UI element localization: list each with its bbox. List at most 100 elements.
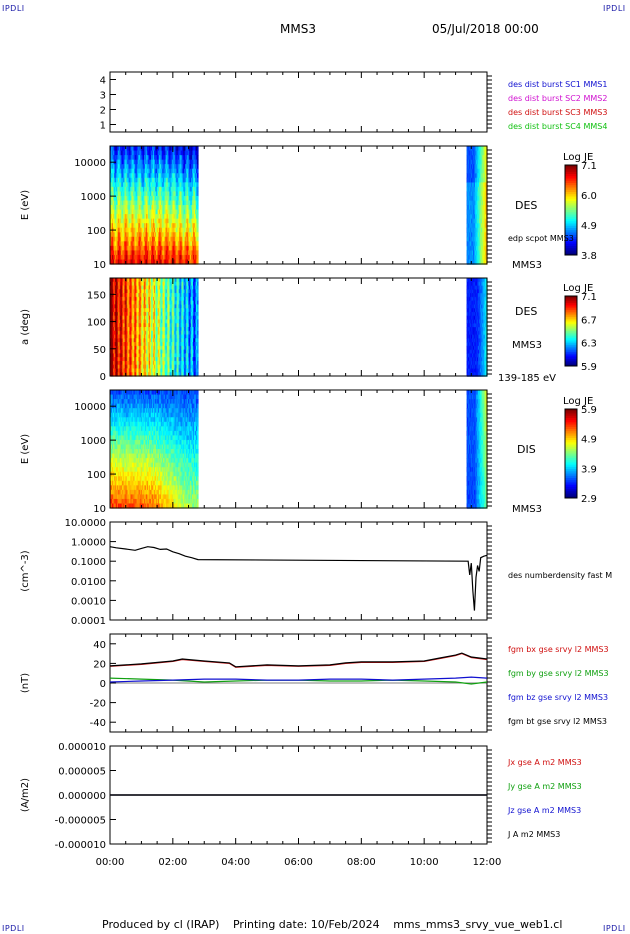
heatmap-cell [169,245,172,251]
heatmap-cell [118,232,121,238]
heatmap-cell [159,186,162,192]
heatmap-cell [172,186,175,192]
heatmap-cell [171,173,174,179]
heatmap-cell [153,250,156,256]
heatmap-cell [167,232,170,238]
heatmap-cell [119,191,122,197]
heatmap-cell [175,195,178,202]
heatmap-cell [173,218,176,224]
heatmap-cell [111,236,114,242]
heatmap-cell [127,173,130,179]
heatmap-cell [134,195,137,202]
heatmap-cell [142,177,144,183]
heatmap-cell [114,214,117,220]
heatmap-cell [129,205,132,211]
heatmap-cell [122,173,125,179]
heatmap-cell [133,159,136,165]
heatmap-cell [114,205,117,211]
heatmap-cell [116,236,119,242]
heatmap-cell [176,205,179,211]
heatmap-cell [132,191,135,197]
heatmap-cell [138,236,140,242]
heatmap-cell [134,200,137,206]
y-axis-label-1: E (eV) [20,190,31,220]
heatmap-cell [152,245,154,251]
heatmap-cell [121,186,124,192]
heatmap-cell [169,236,172,242]
heatmap-cell [137,164,139,170]
heatmap-cell [148,150,150,156]
heatmap-cell [119,236,122,242]
heatmap-cell [150,232,152,238]
heatmap-cell [137,259,139,265]
heatmap-cell [174,182,177,188]
heatmap-cell [165,254,168,261]
heatmap-cell [169,259,172,265]
heatmap-cell [115,168,118,174]
heatmap-cell [140,209,142,215]
heatmap-cell [168,218,171,224]
heatmap-cell [123,168,126,174]
heatmap-cell [176,245,179,251]
heatmap-cell [154,159,157,165]
heatmap-cell [121,259,124,265]
heatmap-cell [196,241,199,247]
heatmap-cell [133,195,136,202]
heatmap-cell [122,164,125,170]
heatmap-cell [136,254,138,261]
heatmap-cell [129,245,132,251]
heatmap-cell [150,164,152,170]
heatmap-cell [147,182,149,188]
heatmap-cell [136,205,138,211]
heatmap-cell [114,245,117,251]
heatmap-cell [176,182,179,188]
heatmap-cell [139,173,141,179]
heatmap-cell [173,209,176,215]
heatmap-cell [128,177,131,183]
heatmap-cell [128,245,131,251]
heatmap-cell [173,227,176,233]
heatmap-cell [150,227,152,233]
heatmap-cell [113,205,116,211]
heatmap-cell [161,205,164,211]
heatmap-cell [110,186,112,192]
heatmap-cell [167,218,170,224]
heatmap-cell [166,250,169,256]
heatmap-cell [139,164,141,170]
heatmap-cell [137,205,139,211]
heatmap-cell [142,150,144,156]
heatmap-cell [116,214,119,220]
heatmap-cell [132,205,135,211]
heatmap-cell [130,254,133,261]
heatmap-cell [114,191,117,197]
heatmap-cell [155,245,158,251]
heatmap-cell [123,200,126,206]
heatmap-cell [121,177,124,183]
heatmap-cell [110,168,113,174]
heatmap-cell [137,232,139,238]
heatmap-cell [151,205,153,211]
heatmap-cell [175,232,178,238]
heatmap-cell [148,218,150,224]
heatmap-cell [143,150,145,156]
heatmap-cell [159,236,162,242]
heatmap-cell [149,245,151,251]
heatmap-cell [146,205,148,211]
heatmap-cell [171,150,174,156]
heatmap-cell [133,173,136,179]
heatmap-cell [168,146,171,152]
heatmap-cell [119,218,122,224]
heatmap-cell [171,186,174,192]
heatmap-cell [119,173,122,179]
heatmap-cell [143,236,145,242]
heatmap-cell [169,164,172,170]
heatmap-cell [142,146,144,152]
heatmap-cell [145,182,147,188]
heatmap-cell [129,150,132,156]
heatmap-cell [173,241,176,247]
heatmap-cell [138,182,140,188]
heatmap-cell [169,205,172,211]
heatmap-cell [163,259,166,265]
heatmap-cell [149,250,151,256]
